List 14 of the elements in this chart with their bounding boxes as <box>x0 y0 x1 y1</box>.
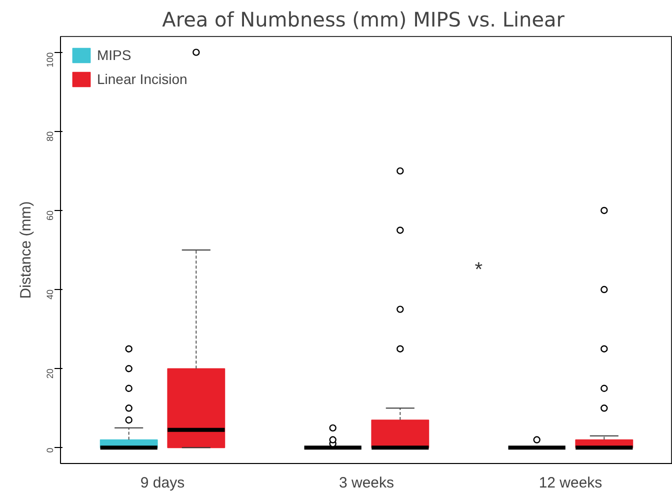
y-tick-label: 60 <box>45 210 55 220</box>
y-tick-label: 80 <box>45 131 55 142</box>
x-tick-label: 12 weeks <box>538 474 602 492</box>
legend-label: Linear Incision <box>97 71 188 87</box>
y-tick-label: 20 <box>45 368 55 379</box>
annotation: * <box>474 258 483 281</box>
x-tick-label: 3 weeks <box>338 474 394 492</box>
x-tick-label: 9 days <box>140 474 185 492</box>
y-tick-label: 100 <box>45 52 55 68</box>
y-tick-label: 40 <box>45 290 55 300</box>
y-axis-title: Distance (mm) <box>18 201 34 299</box>
y-tick-label: 0 <box>45 448 55 453</box>
legend-label: MIPS <box>97 47 132 63</box>
chart-title: Area of Numbness (mm) MIPS vs. Linear <box>162 8 566 32</box>
